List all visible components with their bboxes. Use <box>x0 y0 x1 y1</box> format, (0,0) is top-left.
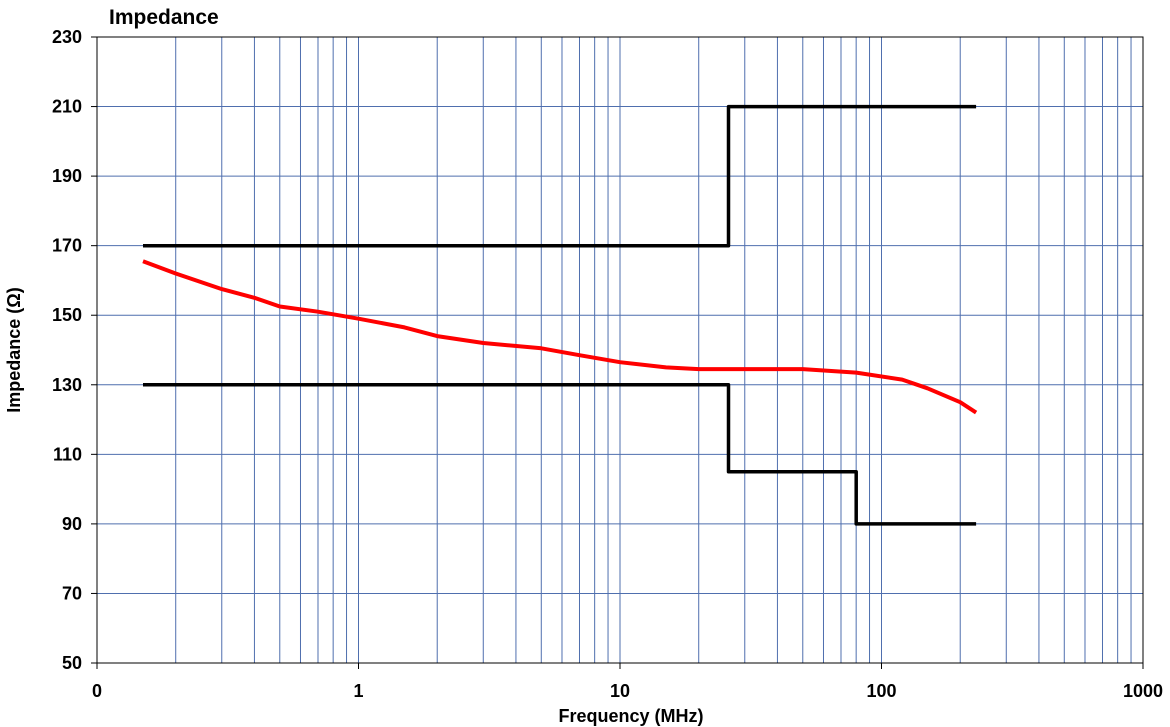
y-tick-label: 210 <box>52 97 82 117</box>
y-tick-label: 90 <box>62 514 82 534</box>
y-tick-label: 130 <box>52 375 82 395</box>
upper-limit-line <box>143 104 977 248</box>
x-tick-label: 100 <box>866 681 896 701</box>
y-tick-label: 150 <box>52 305 82 325</box>
lower-limit-line <box>143 383 977 526</box>
measured-line <box>142 259 978 415</box>
x-tick-label: 0 <box>92 681 102 701</box>
x-tick-label: 1000 <box>1123 681 1163 701</box>
y-tick-label: 230 <box>52 27 82 47</box>
y-tick-label: 110 <box>53 444 82 464</box>
plot-frame <box>96 36 1144 664</box>
x-axis-label: Frequency (MHz) <box>558 706 703 726</box>
y-tick-label: 70 <box>62 583 82 603</box>
grid <box>97 36 1143 664</box>
x-tick-labels: 0 1 10 100 1000 <box>92 663 1163 701</box>
x-tick-label: 1 <box>353 681 363 701</box>
y-tick-label: 190 <box>52 166 82 186</box>
chart-title: Impedance <box>109 6 219 29</box>
x-tick-label: 10 <box>610 681 630 701</box>
series-group <box>142 104 978 526</box>
y-tick-label: 170 <box>52 236 82 256</box>
y-tick-label: 50 <box>62 653 82 673</box>
y-axis-label: Impedance (Ω) <box>4 287 24 412</box>
y-tick-labels: 50 70 90 110 130 150 170 190 210 230 <box>52 27 97 673</box>
